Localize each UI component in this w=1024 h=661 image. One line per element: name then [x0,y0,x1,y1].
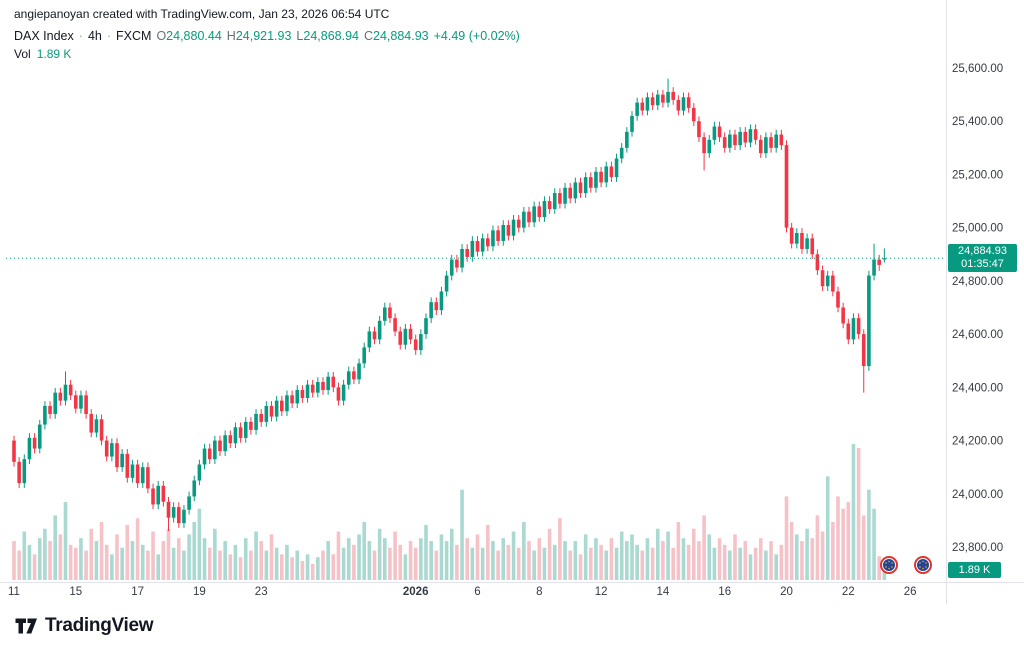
svg-text:24,600.00: 24,600.00 [952,329,1003,341]
svg-text:24,800.00: 24,800.00 [952,276,1003,288]
close-letter: C [363,29,374,43]
svg-text:23: 23 [255,586,268,598]
attribution-text: angiepanoyan created with TradingView.co… [14,7,390,21]
current-price-label: 24,884.93 01:35:47 [948,244,1017,272]
eu-flag-event-icon[interactable] [914,556,932,574]
eu-flag-icon [883,559,895,571]
price-axis[interactable]: 25,600.00 25,400.00 25,200.00 25,000.00 24,8… [952,63,1003,554]
svg-text:15: 15 [69,586,82,598]
price-badge-value: 24,884.93 [958,245,1007,257]
svg-text:6: 6 [474,586,480,598]
high-value: 24,921.93 [235,29,292,43]
exchange-label: FXCM [116,29,152,43]
svg-text:25,400.00: 25,400.00 [952,116,1003,128]
current-volume-label: 1.89 K [948,562,1001,578]
svg-text:25,200.00: 25,200.00 [952,169,1003,181]
svg-text:25,600.00: 25,600.00 [952,63,1003,75]
ohlc-high: H 24,921.93 [227,29,292,43]
volume-legend[interactable]: Vol 1.89 K [14,47,71,61]
open-letter: O [156,29,167,43]
candle-countdown: 01:35:47 [961,258,1004,270]
svg-text:26: 26 [904,586,917,598]
svg-text:22: 22 [842,586,855,598]
svg-text:24,200.00: 24,200.00 [952,436,1003,448]
low-value: 24,868.94 [303,29,359,43]
open-value: 24,880.44 [166,29,222,43]
svg-text:2026: 2026 [403,586,429,598]
tradingview-logo[interactable]: TradingView [14,614,154,638]
volume-value: 1.89 K [36,47,72,61]
eu-flag-icon [917,559,929,571]
tradingview-logo-text: TradingView [45,615,154,636]
svg-text:12: 12 [595,586,608,598]
change-value: +4.49 (+0.02%) [433,29,520,43]
svg-text:24,400.00: 24,400.00 [952,382,1003,394]
svg-text:25,000.00: 25,000.00 [952,223,1003,235]
ohlc-low: L 24,868.94 [296,29,359,43]
volume-indicator-label[interactable]: Vol [14,47,31,61]
ohlc-close: C 24,884.93 [364,29,429,43]
interval-label[interactable]: 4h [87,29,102,43]
legend-separator: · [106,29,112,43]
svg-text:8: 8 [536,586,542,598]
low-letter: L [296,29,304,43]
symbol-name[interactable]: DAX Index [14,29,74,43]
time-axis[interactable]: 11 15 17 19 23 2026 6 8 12 14 16 20 22 26 [8,586,916,598]
volume-series [12,444,887,580]
ohlc-open: O 24,880.44 [156,29,221,43]
legend-separator: · [78,29,83,43]
high-letter: H [226,29,236,43]
tradingview-logo-icon [15,618,37,634]
candlestick-series [12,78,887,532]
chart-legend[interactable]: DAX Index · 4h · FXCM O 24,880.44 H 24,921… [14,29,520,43]
svg-text:19: 19 [193,586,206,598]
svg-text:11: 11 [8,586,20,598]
eu-flag-event-icon[interactable] [880,556,898,574]
svg-text:24,000.00: 24,000.00 [952,489,1003,501]
close-value: 24,884.93 [373,29,429,43]
svg-text:20: 20 [780,586,793,598]
svg-text:14: 14 [657,586,670,598]
svg-text:23,800.00: 23,800.00 [952,542,1003,554]
svg-text:16: 16 [718,586,731,598]
svg-text:17: 17 [131,586,144,598]
